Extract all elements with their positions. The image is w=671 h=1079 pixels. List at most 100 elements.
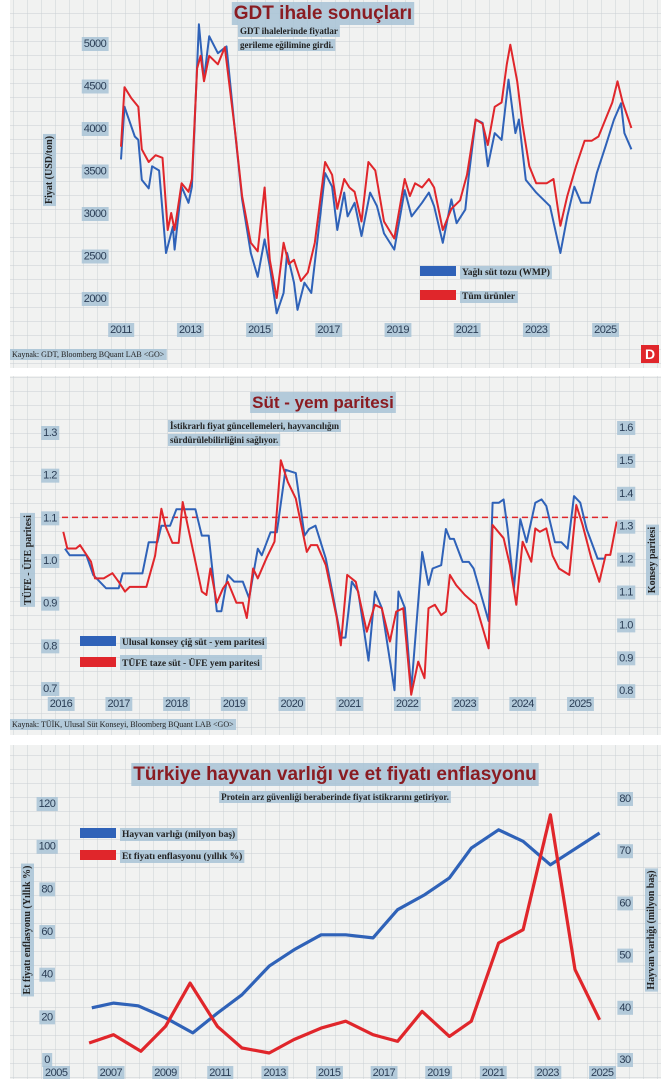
y2-tick-label-highlight [617, 896, 633, 911]
x-tick-label-group: 2019 [384, 323, 412, 337]
x-tick-label-highlight [316, 1066, 343, 1079]
y2-tick-label: 40 [619, 1002, 631, 1014]
legend-swatch-1 [80, 657, 116, 667]
x-tick-label-highlight [163, 697, 191, 711]
y2-tick-label-group: 40 [617, 1000, 633, 1015]
y-tick-label-highlight [41, 511, 60, 526]
chart-subtitle: İstikrarlı fiyat güncellemeleri, hayvanc… [170, 421, 339, 431]
panel-gdt-background [10, 0, 661, 368]
x-tick-label: 2007 [100, 1067, 123, 1079]
y-tick-label-group: 1.0 [41, 554, 60, 569]
x-tick-label-highlight [509, 697, 537, 711]
y-tick-label-highlight [42, 1053, 53, 1067]
chart-title-highlight [231, 2, 415, 25]
x-tick-label-group: 2025 [592, 323, 620, 337]
x-tick-label: 2021 [456, 324, 479, 336]
y-axis-label-group: Et fiyatı enflasyonu (Yıllık %) [21, 863, 34, 997]
x-tick-label-group: 2019 [425, 1066, 453, 1079]
y2-tick-label-highlight [617, 684, 636, 699]
legend-swatch-0 [80, 636, 116, 646]
y-tick-label-highlight [39, 1010, 55, 1025]
x-tick-label: 2009 [154, 1067, 177, 1079]
y-tick-label-group: 40 [39, 967, 55, 982]
chart-subtitle-group: sürdürülebilirliğini sağlıyor. [168, 434, 281, 446]
y2-axis-label-highlight [645, 868, 658, 992]
x-tick-label-group: 2025 [567, 697, 594, 711]
y-tick-label-group: 120 [36, 797, 58, 812]
x-tick-label: 2019 [427, 1067, 450, 1079]
x-tick-label-group: 2023 [534, 1066, 562, 1079]
y-tick-label-group: 5000 [81, 37, 109, 51]
y-tick-label: 0.9 [43, 598, 57, 610]
x-tick-label-highlight [246, 323, 274, 337]
y-tick-label-group: 2000 [81, 292, 109, 306]
x-tick-label-highlight [97, 1066, 125, 1079]
x-tick-label-group: 2022 [393, 697, 421, 711]
legend-label-1-group: Tüm ürünler [460, 291, 518, 303]
legend-label-0-group: Ulusal konsey çiğ süt - yem paritesi [120, 637, 267, 649]
x-tick-label-group: 2021 [336, 697, 364, 711]
y-axis-label-highlight [43, 133, 56, 207]
y-tick-label-group: 4500 [81, 79, 109, 94]
y2-tick-label-group: 60 [617, 896, 633, 911]
y2-tick-label: 1.1 [619, 587, 633, 599]
legend-label-0: Hayvan varlığı (milyon baş) [122, 829, 235, 840]
y2-tick-label: 1.2 [619, 554, 633, 566]
chart-1 [62, 459, 618, 696]
x-tick-label-group: 2005 [43, 1066, 70, 1079]
x-tick-label-highlight [479, 1066, 507, 1079]
y-tick-label-group: 3500 [81, 164, 109, 179]
y-tick-label-highlight [41, 554, 60, 569]
chart-title: GDT ihale sonuçları [234, 3, 412, 24]
x-tick-label: 2021 [482, 1067, 505, 1079]
y2-tick-label: 1.4 [619, 488, 633, 500]
x-tick-label-highlight [522, 323, 550, 337]
y2-tick-label: 70 [619, 845, 631, 857]
x-tick-label-group: 2016 [47, 697, 75, 711]
y2-tick-label-highlight [617, 421, 636, 435]
x-tick-label-highlight [453, 323, 481, 337]
x-tick-label: 2023 [536, 1067, 559, 1079]
y-tick-label-highlight [39, 925, 55, 940]
chart-subtitle-highlight [168, 434, 281, 446]
x-tick-label-group: 2011 [207, 1066, 234, 1079]
y-tick-label-group: 1.2 [41, 468, 60, 483]
y-tick-label: 3500 [84, 166, 107, 178]
y2-tick-label-highlight [617, 1000, 633, 1015]
y-tick-label: 1.1 [43, 512, 57, 524]
x-tick-label-group: 2023 [522, 323, 550, 337]
x-tick-label: 2017 [317, 324, 340, 336]
y-tick-label-group: 100 [36, 839, 58, 854]
x-tick-label-group: 2009 [152, 1066, 180, 1079]
legend-label-1-highlight [120, 850, 245, 863]
x-tick-label: 2015 [248, 324, 271, 336]
legend-label-0-highlight [120, 828, 238, 841]
x-tick-label-group: 2013 [176, 323, 204, 337]
x-tick-label: 2018 [165, 698, 188, 710]
x-tick-label: 2011 [209, 1067, 231, 1079]
chart-subtitle: GDT ihalelerinde fiyatlar [240, 26, 338, 36]
x-tick-label-group: 2021 [479, 1066, 507, 1079]
x-tick-label-highlight [176, 323, 204, 337]
x-tick-label: 2025 [594, 324, 617, 336]
x-tick-label-highlight [43, 1066, 70, 1079]
x-tick-label-group: 2017 [370, 1066, 398, 1079]
y2-tick-label-group: 1.4 [617, 486, 636, 501]
y-tick-label-group: 1.3 [41, 426, 60, 440]
y-tick-label-group: 2500 [81, 249, 109, 264]
x-tick-label: 2017 [373, 1067, 396, 1079]
y-tick-label-highlight [81, 122, 109, 136]
x-tick-label: 2022 [396, 698, 419, 710]
y2-tick-label-group: 0.9 [617, 651, 636, 666]
chart-subtitle: Protein arz güvenliği beraberinde fiyat … [221, 792, 449, 802]
chart-title-group: Türkiye hayvan varlığı ve et fiyatı enfl… [131, 763, 539, 786]
y2-tick-label: 80 [619, 793, 631, 805]
x-tick-label-group: 2017 [315, 323, 343, 337]
x-tick-label: 2019 [223, 698, 246, 710]
y2-tick-label-group: 70 [617, 844, 633, 859]
y2-tick-label-group: 30 [617, 1053, 633, 1067]
y-axis-label: TÜFE - ÜFE paritesi [21, 515, 34, 605]
legend-swatch-1 [80, 850, 116, 860]
y2-axis-label-highlight [646, 524, 659, 596]
x-tick-label: 2019 [387, 324, 410, 336]
